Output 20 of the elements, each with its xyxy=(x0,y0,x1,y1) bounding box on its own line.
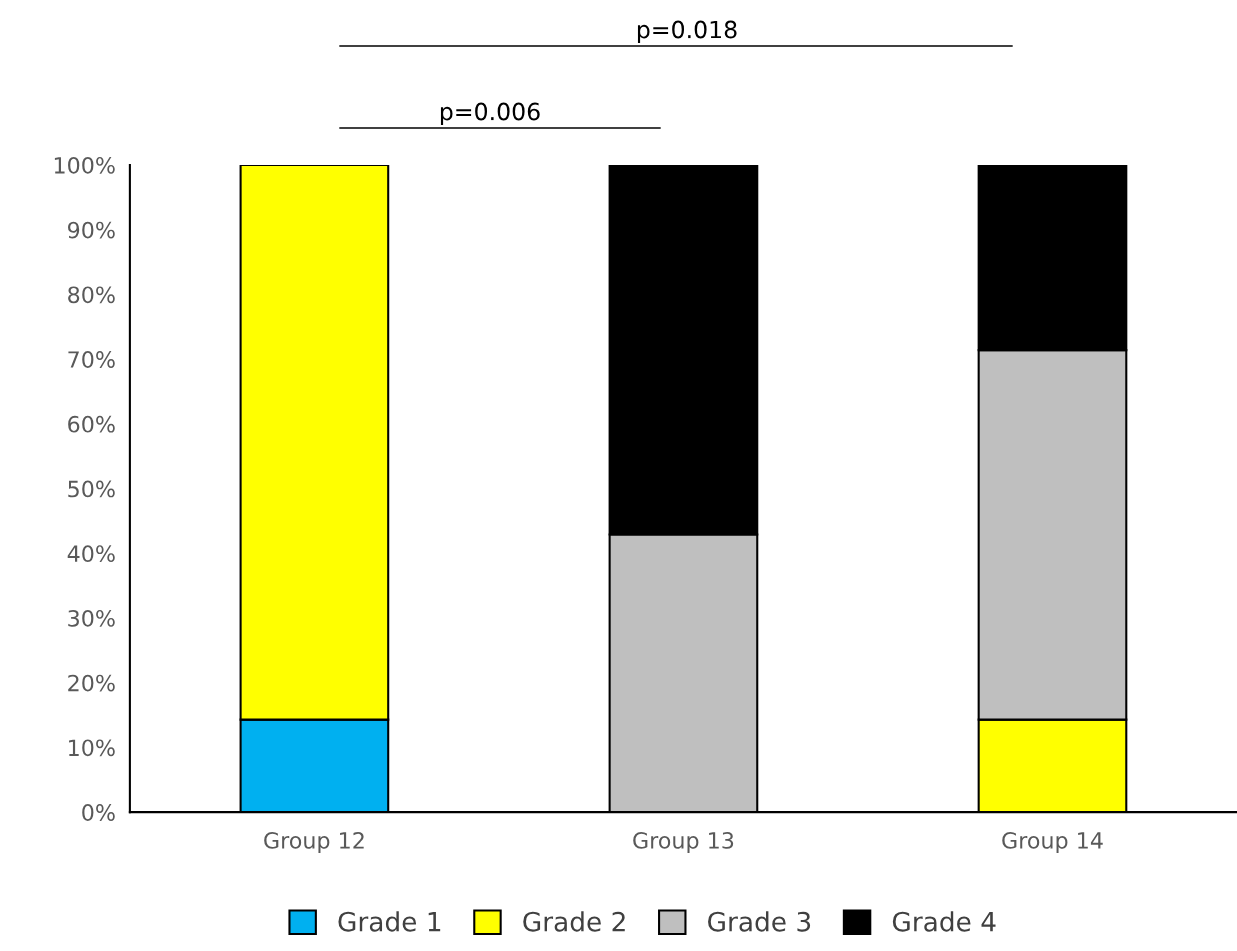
text: p=0.006 xyxy=(440,102,540,125)
legend-label: Grade 3 xyxy=(708,911,811,932)
legend-label: Grade 2 xyxy=(523,911,625,932)
y-tick-label: 0% xyxy=(82,804,115,821)
y-tick-label: 70% xyxy=(68,351,115,368)
y-tick-label: 90% xyxy=(68,221,115,239)
x-tick-label: Group 13 xyxy=(633,831,734,854)
x-tick-label: Group 12 xyxy=(264,831,364,854)
y-tick-label: 30% xyxy=(68,609,115,627)
y-tick-label: 100% xyxy=(54,156,115,174)
y-tick-label: 20% xyxy=(68,674,115,692)
y-tick-label: 40% xyxy=(67,545,115,563)
x-tick-label: Group 14 xyxy=(1002,831,1103,854)
legend-label: Grade 1 xyxy=(338,911,441,932)
y-tick-label: 50% xyxy=(68,480,115,498)
text: p=0.018 xyxy=(637,20,737,43)
y-tick-label: 10% xyxy=(69,739,115,757)
y-tick-label: 80% xyxy=(68,286,115,304)
legend-label: Grade 4 xyxy=(892,911,996,932)
y-tick-label: 60% xyxy=(68,415,115,433)
